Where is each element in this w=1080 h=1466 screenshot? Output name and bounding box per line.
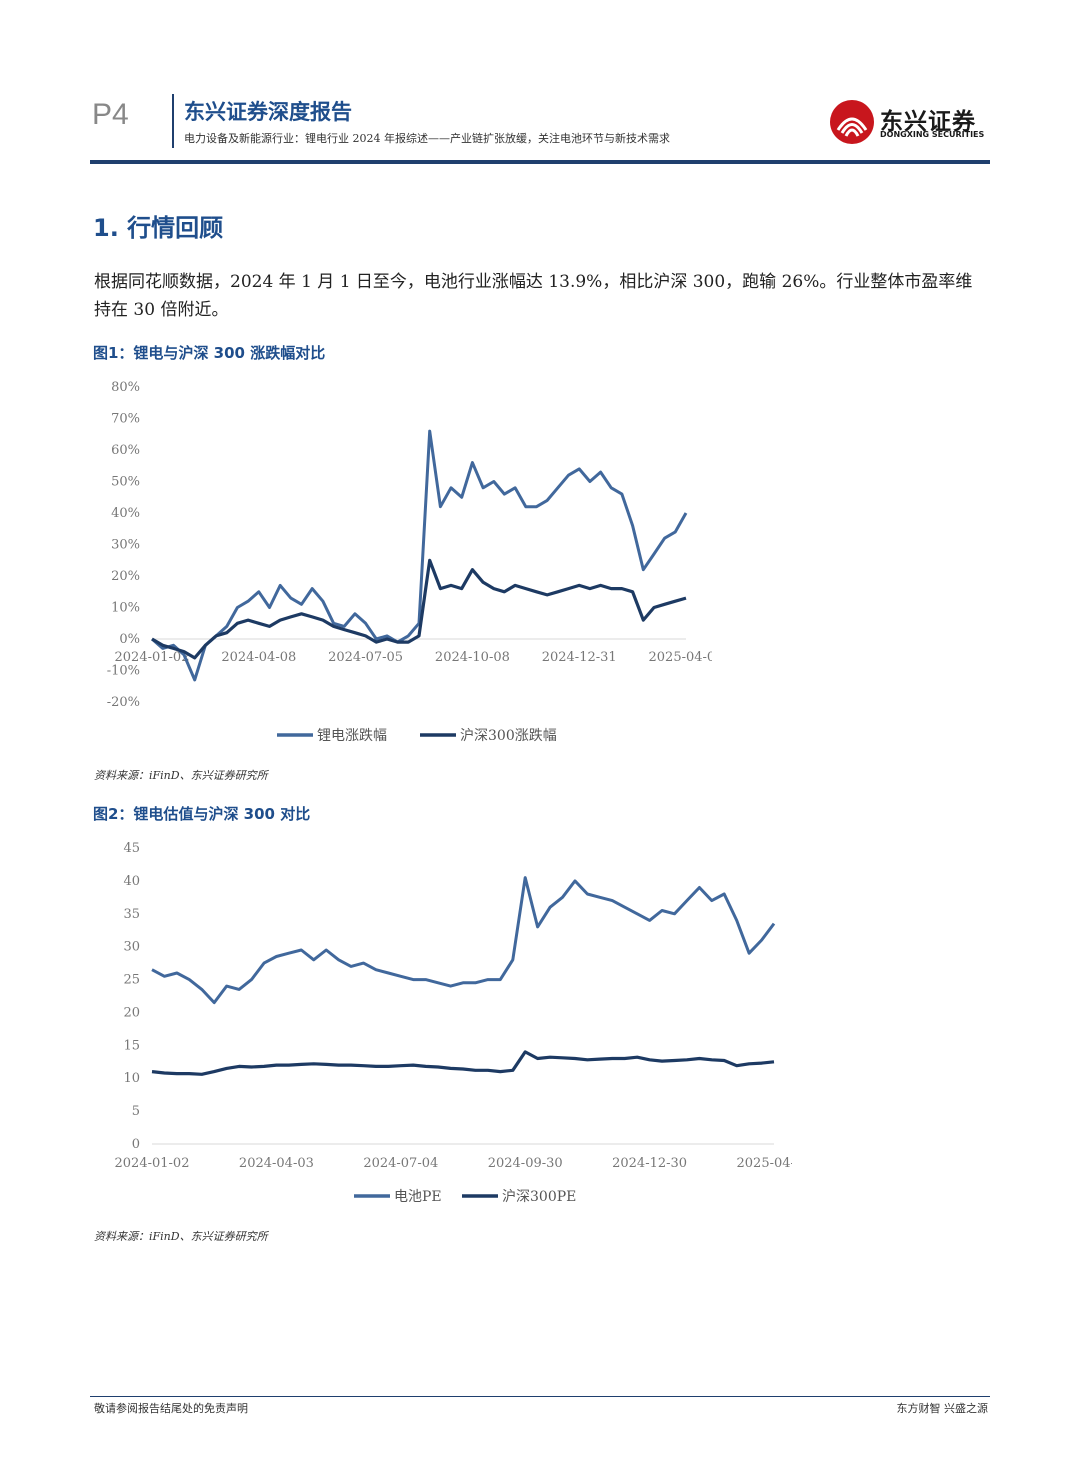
y-tick-label: 40%	[111, 506, 140, 521]
company-logo: 东兴证券 DONGXING SECURITIES	[830, 100, 990, 146]
page-number: P4	[92, 98, 129, 131]
report-type: 东兴证券深度报告	[184, 100, 352, 124]
series-line-1	[151, 876, 776, 1005]
y-tick-label: 0%	[119, 632, 140, 647]
y-tick-label: 25	[123, 973, 140, 988]
y-tick-label: 5	[132, 1104, 140, 1119]
y-tick-label: 60%	[111, 443, 140, 458]
series-line-2	[151, 1050, 775, 1076]
figure-2-source: 资料来源：iFinD、东兴证券研究所	[94, 1230, 268, 1243]
logo-en-text: DONGXING SECURITIES	[880, 130, 985, 139]
y-tick-label: 30%	[111, 538, 140, 553]
y-tick-label: -10%	[107, 664, 140, 679]
x-tick-label: 2024-04-03	[239, 1156, 314, 1171]
logo-mark-icon	[830, 100, 874, 144]
report-subtitle: 电力设备及新能源行业：锂电行业 2024 年报综述——产业链扩张放缓，关注电池环…	[184, 132, 670, 145]
legend-label: 电池PE	[394, 1189, 442, 1205]
header-divider	[172, 94, 174, 148]
x-tick-label: 2024-01-02	[115, 1156, 190, 1171]
x-tick-label: 2024-12-31	[542, 650, 617, 665]
y-tick-label: 80%	[111, 380, 140, 395]
x-tick-label: 2024-07-05	[328, 650, 403, 665]
x-tick-label: 2024-01-02	[115, 650, 190, 665]
figure-2-chart: 45 40 35 30 25 20 15 10 5 0 2024-01-02 2024-04-03 20…	[115, 841, 792, 1205]
section-paragraph: 根据同花顺数据，2024 年 1 月 1 日至今，电池行业涨幅达 13.9%，相…	[94, 272, 973, 320]
y-tick-label: -20%	[107, 695, 140, 710]
y-tick-label: 10%	[111, 601, 140, 616]
logo-cn-text: 东兴证券	[880, 109, 976, 135]
footer-disclaimer: 敬请参阅报告结尾处的免责声明	[94, 1402, 248, 1415]
x-tick-label: 2024-09-30	[488, 1156, 563, 1171]
figure-1-chart: 80% 70% 60% 50% 40% 30% 20% 10% 0% -10% -20% 2024-0…	[107, 380, 712, 744]
footer-slogan: 东方财智 兴盛之源	[896, 1402, 989, 1415]
y-tick-label: 10	[123, 1071, 140, 1086]
figure-1-title: 图1：锂电与沪深 300 涨跌幅对比	[93, 344, 326, 362]
y-tick-label: 0	[132, 1137, 140, 1152]
y-tick-label: 15	[123, 1038, 140, 1053]
figure-2-title: 图2：锂电估值与沪深 300 对比	[93, 805, 311, 823]
y-tick-label: 40	[123, 874, 140, 889]
legend-label: 沪深300涨跌幅	[460, 728, 557, 744]
y-tick-label: 70%	[111, 412, 140, 427]
x-tick-label: 2024-12-30	[612, 1156, 687, 1171]
x-tick-label: 2024-04-08	[221, 650, 296, 665]
y-tick-label: 45	[123, 841, 140, 856]
x-tick-label: 2025-04-02	[737, 1156, 792, 1171]
legend-label: 沪深300PE	[502, 1189, 576, 1205]
footer-rule	[90, 1396, 990, 1397]
section-title: 1. 行情回顾	[93, 214, 224, 242]
y-tick-label: 50%	[111, 475, 140, 490]
y-tick-label: 20	[123, 1005, 140, 1020]
series-line-1	[151, 429, 688, 682]
y-tick-label: 20%	[111, 569, 140, 584]
x-tick-label: 2024-07-04	[363, 1156, 438, 1171]
legend-label: 锂电涨跌幅	[317, 728, 387, 744]
series-line-2	[151, 558, 687, 660]
y-tick-label: 30	[123, 940, 140, 955]
header-rule	[90, 160, 990, 164]
x-tick-label: 2025-04-03	[649, 650, 712, 665]
figure-1-source: 资料来源：iFinD、东兴证券研究所	[94, 769, 268, 782]
x-tick-label: 2024-10-08	[435, 650, 510, 665]
y-tick-label: 35	[123, 907, 140, 922]
